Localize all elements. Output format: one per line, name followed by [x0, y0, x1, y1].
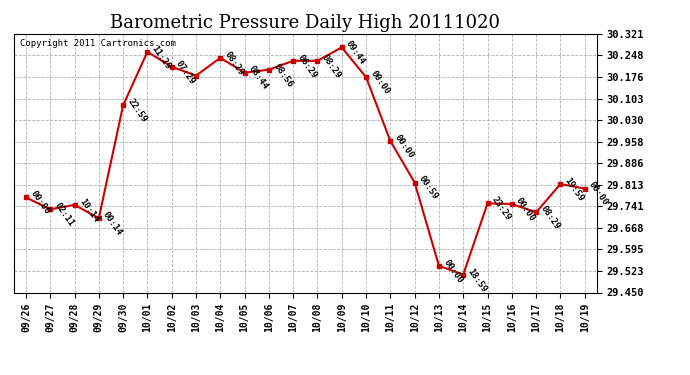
Text: 18:59: 18:59: [466, 267, 489, 294]
Text: 06:29: 06:29: [296, 53, 319, 80]
Text: 08:56: 08:56: [271, 62, 294, 89]
Text: 10:14: 10:14: [77, 196, 100, 224]
Text: 00:00: 00:00: [393, 133, 415, 160]
Text: 00:00: 00:00: [514, 196, 537, 223]
Text: 00:14: 00:14: [101, 210, 124, 237]
Text: 08:29: 08:29: [223, 50, 246, 77]
Text: 00:00: 00:00: [587, 180, 610, 207]
Text: 08:44: 08:44: [247, 64, 270, 92]
Text: 23:29: 23:29: [490, 195, 513, 222]
Title: Barometric Pressure Daily High 20111020: Barometric Pressure Daily High 20111020: [110, 14, 500, 32]
Text: 19:59: 19:59: [563, 176, 586, 203]
Text: 08:29: 08:29: [320, 53, 343, 80]
Text: 00:00: 00:00: [442, 258, 464, 285]
Text: 00:00: 00:00: [368, 69, 391, 96]
Text: 22:59: 22:59: [126, 97, 148, 124]
Text: Copyright 2011 Cartronics.com: Copyright 2011 Cartronics.com: [19, 39, 175, 48]
Text: 07:29: 07:29: [175, 58, 197, 86]
Text: 08:29: 08:29: [539, 204, 562, 231]
Text: 00:00: 00:00: [28, 189, 51, 216]
Text: 09:44: 09:44: [344, 39, 367, 66]
Text: 00:59: 00:59: [417, 174, 440, 202]
Text: 11:29: 11:29: [150, 44, 172, 71]
Text: 02:11: 02:11: [52, 201, 76, 228]
